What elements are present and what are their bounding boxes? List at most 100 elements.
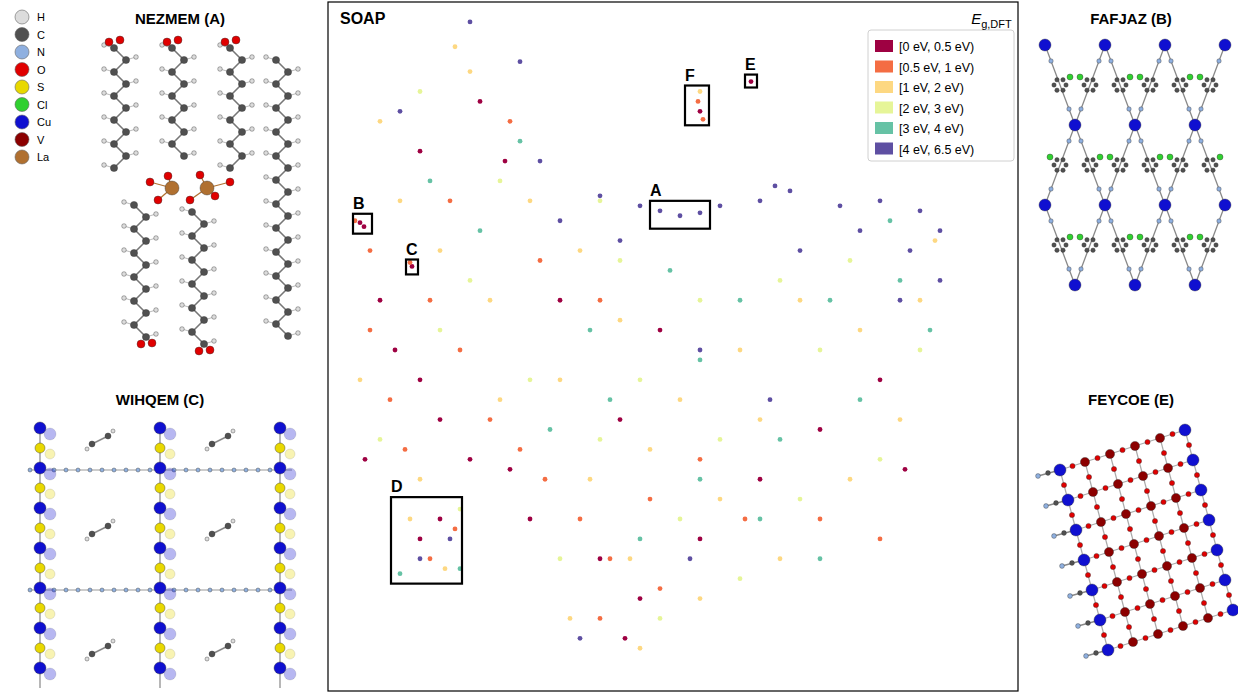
point — [878, 198, 883, 203]
atom — [1211, 158, 1215, 162]
atom — [34, 662, 46, 674]
atom — [1078, 493, 1083, 498]
atom — [1169, 480, 1174, 485]
atom — [64, 588, 68, 592]
atom — [35, 443, 45, 453]
atom — [212, 267, 217, 272]
point — [773, 184, 778, 189]
atom — [274, 462, 286, 474]
point — [798, 298, 803, 303]
element-swatch — [15, 150, 29, 164]
point — [478, 228, 483, 233]
atom — [35, 563, 45, 573]
atom — [244, 468, 248, 472]
atom — [130, 249, 137, 256]
atom — [1061, 158, 1065, 162]
atom — [274, 542, 286, 554]
region-label: E — [745, 56, 756, 73]
point — [393, 348, 398, 353]
atom — [1121, 78, 1125, 82]
point — [898, 417, 903, 422]
atom — [192, 103, 197, 108]
atom — [142, 285, 149, 292]
atom — [1175, 88, 1179, 92]
atom — [1069, 512, 1074, 517]
point — [698, 536, 703, 541]
atom — [1120, 447, 1125, 452]
point — [478, 99, 483, 104]
atom — [231, 639, 235, 643]
atom — [1202, 163, 1206, 167]
bond — [1105, 205, 1135, 285]
point — [528, 517, 533, 522]
atom — [1085, 238, 1089, 242]
atom — [218, 163, 223, 168]
atom — [164, 172, 172, 180]
atom — [285, 649, 295, 659]
point — [418, 556, 423, 561]
atom — [154, 212, 159, 217]
atom — [272, 152, 279, 159]
atom — [1119, 545, 1124, 550]
atom — [110, 68, 117, 75]
point — [488, 298, 493, 303]
region-box — [650, 201, 710, 229]
atom — [1154, 163, 1158, 167]
point — [358, 377, 363, 382]
atom — [100, 468, 104, 472]
atom — [285, 489, 295, 499]
atom — [111, 639, 115, 643]
point — [638, 596, 643, 601]
atom — [1201, 600, 1206, 605]
point — [518, 139, 523, 144]
atom — [134, 79, 139, 84]
point — [378, 437, 383, 442]
atom — [218, 67, 223, 72]
point — [368, 248, 373, 253]
point — [448, 198, 453, 203]
atom — [148, 468, 152, 472]
atom — [275, 643, 285, 653]
point — [428, 556, 433, 561]
atom — [1113, 479, 1122, 488]
atom — [1084, 654, 1089, 659]
atom — [1124, 83, 1128, 87]
atom — [264, 79, 269, 84]
atom — [1181, 158, 1185, 162]
atom — [1119, 496, 1124, 501]
atom — [1227, 604, 1238, 616]
atom — [1077, 234, 1083, 240]
atom — [165, 609, 175, 619]
atom — [296, 115, 301, 120]
atom — [220, 588, 224, 592]
atom — [1060, 564, 1065, 569]
atom — [184, 588, 188, 592]
atom — [284, 284, 291, 291]
atom — [1217, 154, 1223, 160]
point — [618, 238, 623, 243]
point — [598, 198, 603, 203]
point — [668, 268, 673, 273]
atom — [1214, 83, 1218, 87]
atom — [1129, 119, 1141, 131]
atom — [76, 468, 80, 472]
atom — [1145, 158, 1149, 162]
legend-swatch — [875, 102, 893, 114]
atom — [105, 433, 111, 439]
bond — [1105, 45, 1135, 125]
atom — [1079, 267, 1083, 271]
atom — [1070, 463, 1075, 468]
atom — [124, 588, 128, 592]
bond — [1195, 205, 1225, 285]
atom — [274, 502, 286, 514]
atom — [218, 115, 223, 120]
point — [898, 278, 903, 283]
atom — [1061, 238, 1065, 242]
point — [878, 377, 883, 382]
atom — [268, 468, 272, 472]
atom — [88, 468, 92, 472]
atom — [1061, 78, 1065, 82]
atom — [1181, 238, 1185, 242]
atom — [1143, 635, 1148, 640]
point — [588, 477, 593, 482]
